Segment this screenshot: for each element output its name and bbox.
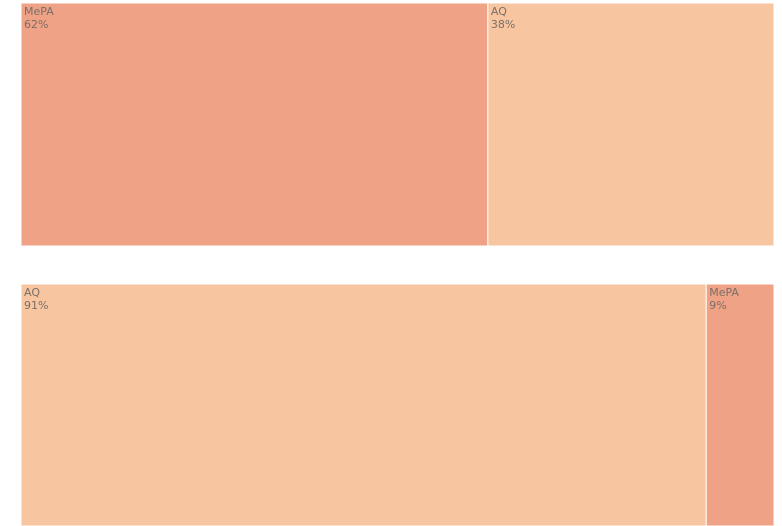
tile-value-label: 62%: [24, 18, 48, 31]
treemap-tile: [705, 283, 775, 526]
tile-value-label: 38%: [491, 18, 515, 31]
tile-value-label: 9%: [709, 299, 726, 312]
tile-value-label: 91%: [24, 299, 48, 312]
tile-label: AQ: [24, 286, 40, 299]
treemap-tile: [487, 2, 775, 247]
tile-label: MePA: [709, 286, 739, 299]
tile-label: AQ: [491, 5, 507, 18]
treemap-tile: [20, 2, 489, 247]
tile-label: MePA: [24, 5, 54, 18]
treemap-tile: [20, 283, 707, 526]
